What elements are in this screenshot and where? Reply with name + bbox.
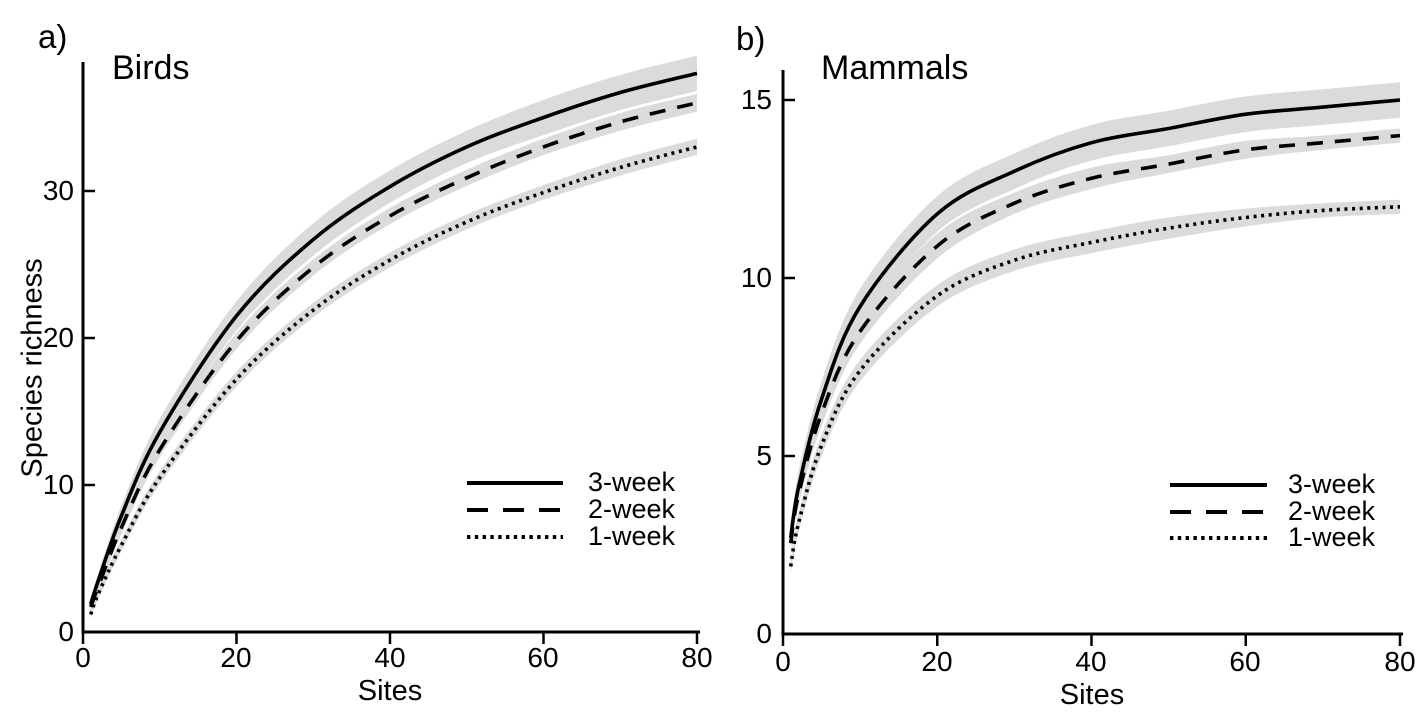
panel-a-ytick-10: 10 [42, 469, 74, 500]
panel-a-legend-label-2-week: 2-week [588, 494, 676, 524]
panel-a-ytick-30: 30 [42, 175, 74, 206]
panel-a-xtick-80: 80 [681, 642, 713, 673]
panel-a-curve-1-week [89, 145, 698, 616]
panel-b-legend-label-1-week: 1-week [1288, 522, 1376, 552]
panel-b-legend-label-2-week: 2-week [1288, 496, 1376, 526]
panel-b-xtick-0: 0 [775, 646, 791, 677]
panel-b-xtick-60: 60 [1229, 646, 1261, 677]
panel-a-xtick-0: 0 [75, 642, 91, 673]
panel-b-ytick-15: 15 [740, 84, 772, 115]
panel-b-curve-1-week [788, 205, 1401, 567]
panel-b-ytick-10: 10 [740, 262, 772, 293]
panel-b-ytick-5: 5 [756, 440, 772, 471]
panel-b-band-1-week [790, 199, 1400, 574]
panel-a-x-axis-title: Sites [357, 675, 423, 707]
panel-a-xtick-60: 60 [527, 642, 559, 673]
panel-a-y-axis-title: Species richness [16, 258, 49, 478]
panel-a-curve-2-week [89, 101, 698, 608]
panel-b-letter: b) [736, 20, 766, 57]
panel-a-xtick-20: 20 [220, 642, 252, 673]
panel-b-xtick-20: 20 [921, 646, 953, 677]
panel-b-x-axis-title: Sites [1059, 679, 1125, 711]
panel-a-legend-label-3-week: 3-week [588, 467, 676, 497]
panel-b-xtick-80: 80 [1384, 646, 1416, 677]
panel-a-curve-3-week [88, 71, 698, 605]
panel-a-xtick-40: 40 [374, 642, 406, 673]
panel-a-letter: a) [38, 18, 68, 55]
panel-b-curve-3-week [788, 98, 1401, 539]
panel-b-ytick-0: 0 [756, 618, 772, 649]
panel-b-legend-label-3-week: 3-week [1288, 469, 1376, 499]
panel-a-ytick-0: 0 [58, 616, 74, 647]
panel-b-title: Mammals [821, 49, 969, 87]
panel-b-xtick-40: 40 [1075, 646, 1107, 677]
panel-b-band-3-week [790, 82, 1400, 551]
panel-a-ytick-20: 20 [42, 322, 74, 353]
panel-b-band-2-week [790, 128, 1400, 553]
panel-a-title: Birds [112, 49, 190, 87]
panel-b-curve-2-week [788, 133, 1401, 544]
panel-a-legend-label-1-week: 1-week [588, 521, 676, 551]
